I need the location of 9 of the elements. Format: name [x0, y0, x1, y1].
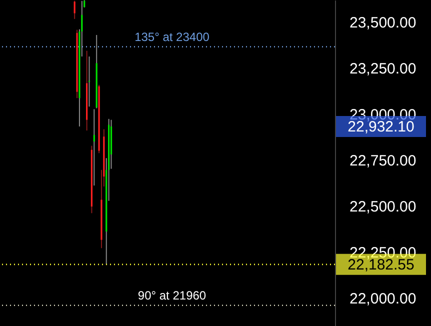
y-tick-label: 22,000.00: [350, 290, 416, 308]
candlestick: [93, 108, 95, 186]
y-tick-label: 22,500.00: [350, 198, 416, 216]
ref-line-label: 135° at 23400: [134, 30, 210, 44]
y-tick-label: 23,500.00: [350, 14, 416, 32]
candlestick: [74, 0, 76, 20]
y-tick-label: 23,250.00: [350, 60, 416, 78]
ref-line-label: 90° at 21960: [138, 288, 206, 302]
y-tick-label: 22,750.00: [350, 152, 416, 170]
